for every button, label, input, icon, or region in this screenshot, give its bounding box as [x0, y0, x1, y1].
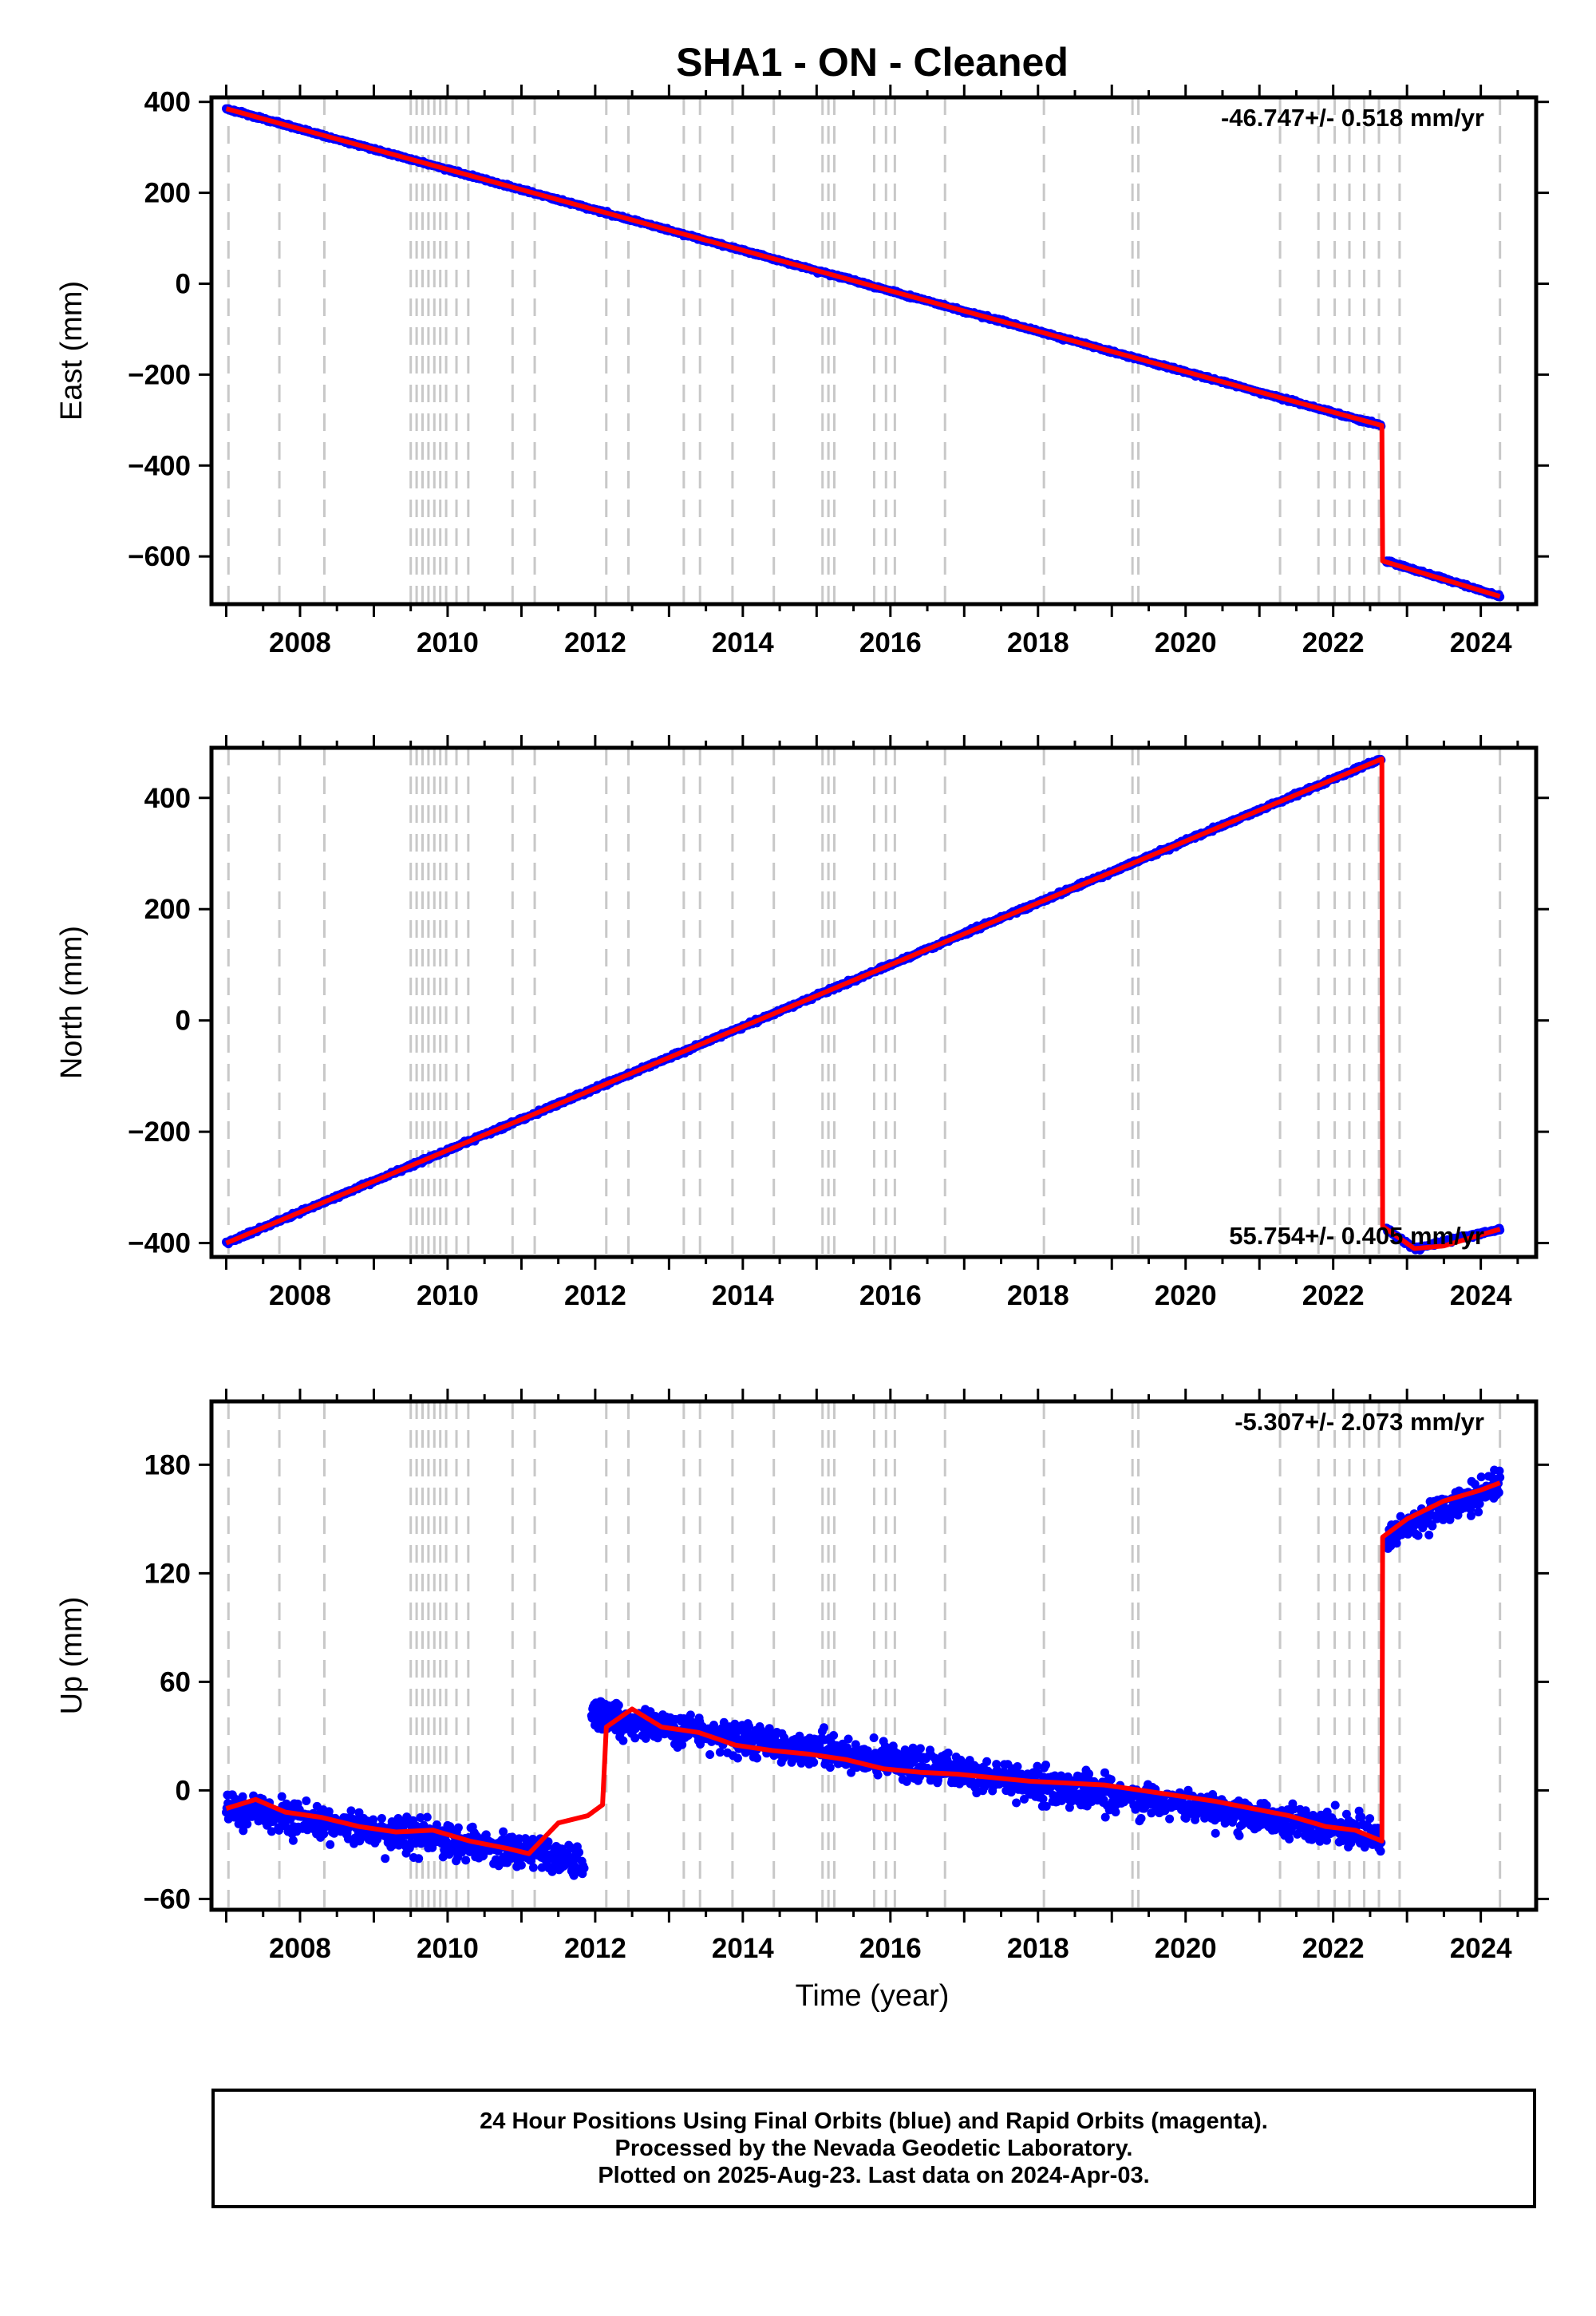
data-point: [243, 1820, 252, 1829]
y-tick-label: 200: [144, 894, 191, 925]
y-tick-label: 0: [176, 1006, 191, 1037]
data-points: [222, 754, 1505, 1255]
y-axis-title: East (mm): [55, 281, 89, 421]
plot-title: SHA1 - ON - Cleaned: [676, 40, 1069, 85]
y-tick-label: −200: [128, 359, 191, 390]
y-tick-label: −600: [128, 541, 191, 572]
x-tick-label: 2016: [859, 1280, 922, 1311]
x-tick-label: 2008: [269, 627, 331, 658]
x-tick-label: 2012: [564, 627, 626, 658]
y-tick-label: −400: [128, 450, 191, 481]
rate-label: -46.747+/- 0.518 mm/yr: [1221, 104, 1484, 132]
rate-label: 55.754+/- 0.405 mm/yr: [1229, 1222, 1484, 1250]
x-tick-label: 2024: [1450, 627, 1512, 658]
x-tick-label: 2014: [712, 627, 774, 658]
x-tick-label: 2008: [269, 1280, 331, 1311]
east-panel: 2008 2010 2012 2014 2016 2018 2020 2022 2024 −600…: [55, 85, 1549, 658]
data-point: [288, 1836, 298, 1845]
model-fit-line: [225, 106, 1501, 599]
y-tick-label: 400: [144, 783, 191, 814]
x-tick-label: 2022: [1302, 627, 1365, 658]
plot-frame: [209, 95, 1539, 607]
up-panel: 2008 2010 2012 2014 2016 2018 2020 2022 2024−600…: [55, 1389, 1549, 1964]
data-points: [222, 104, 1505, 602]
y-tick-label: −400: [128, 1228, 191, 1259]
x-tick-label: 2010: [417, 627, 479, 658]
y-tick-label: 200: [144, 178, 191, 209]
x-tick-label: 2014: [712, 1280, 774, 1311]
x-tick-label: 2010: [417, 1280, 479, 1311]
x-tick-label: 2020: [1155, 627, 1217, 658]
x-tick-label: 2016: [859, 627, 922, 658]
data-point: [277, 1792, 286, 1801]
north-panel: 2008 2010 2012 2014 2016 2018 2020 2022 2024 −400…: [55, 735, 1549, 1311]
y-tick-label: −200: [128, 1117, 191, 1148]
y-tick-label: 0: [176, 268, 191, 299]
x-tick-label: 2018: [1007, 1280, 1069, 1311]
x-tick-label: 2020: [1155, 1280, 1217, 1311]
x-tick-label: 2022: [1302, 1280, 1365, 1311]
data-point: [302, 1796, 311, 1805]
model-fit-line: [225, 756, 1501, 1251]
x-tick-label: 2018: [1007, 627, 1069, 658]
data-point: [326, 1840, 335, 1849]
y-axis-title: North (mm): [55, 926, 89, 1079]
data-points: [222, 1465, 1505, 1880]
y-tick-label: 400: [144, 87, 191, 118]
x-tick-label: 2024: [1450, 1280, 1512, 1311]
x-tick-label: 2012: [564, 1280, 626, 1311]
